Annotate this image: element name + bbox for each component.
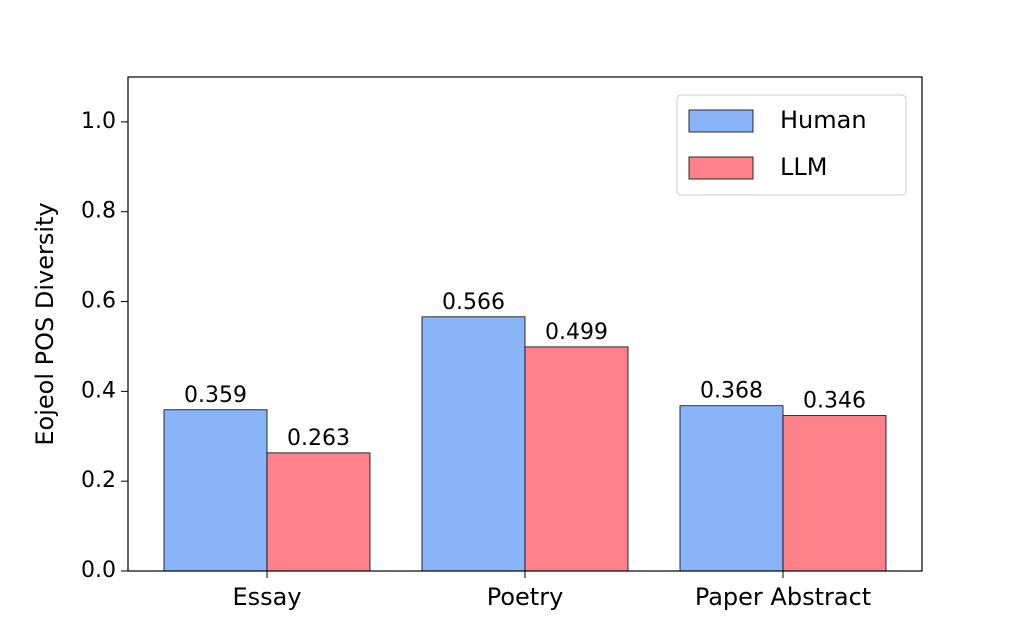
plot-frame [127, 76, 923, 572]
y-tick-label: 0.8 [81, 199, 116, 224]
y-tick-label: 0.4 [81, 378, 116, 403]
legend-label: Human [780, 106, 867, 134]
bar [421, 316, 526, 572]
legend-label: LLM [780, 153, 827, 181]
bar [782, 415, 887, 572]
x-tick-label: Poetry [487, 583, 564, 611]
legend-swatch [688, 109, 754, 133]
bar [163, 409, 268, 572]
bar [679, 405, 784, 572]
data-label: 0.359 [184, 383, 247, 408]
bar [266, 452, 371, 572]
data-label: 0.368 [700, 379, 763, 404]
data-label: 0.499 [545, 320, 608, 345]
data-label: 0.566 [442, 290, 505, 315]
data-label: 0.346 [803, 389, 866, 414]
x-tick-label: Essay [232, 583, 301, 611]
legend-swatch [688, 156, 754, 180]
y-tick-label: 0.2 [81, 468, 116, 493]
x-tick-label: Paper Abstract [695, 583, 871, 611]
data-label: 0.263 [287, 426, 350, 451]
y-axis-label: Eojeol POS Diversity [31, 202, 59, 445]
bar [524, 346, 629, 572]
y-tick-label: 0.0 [81, 558, 116, 583]
y-tick-label: 1.0 [81, 109, 116, 134]
y-tick-label: 0.6 [81, 289, 116, 314]
